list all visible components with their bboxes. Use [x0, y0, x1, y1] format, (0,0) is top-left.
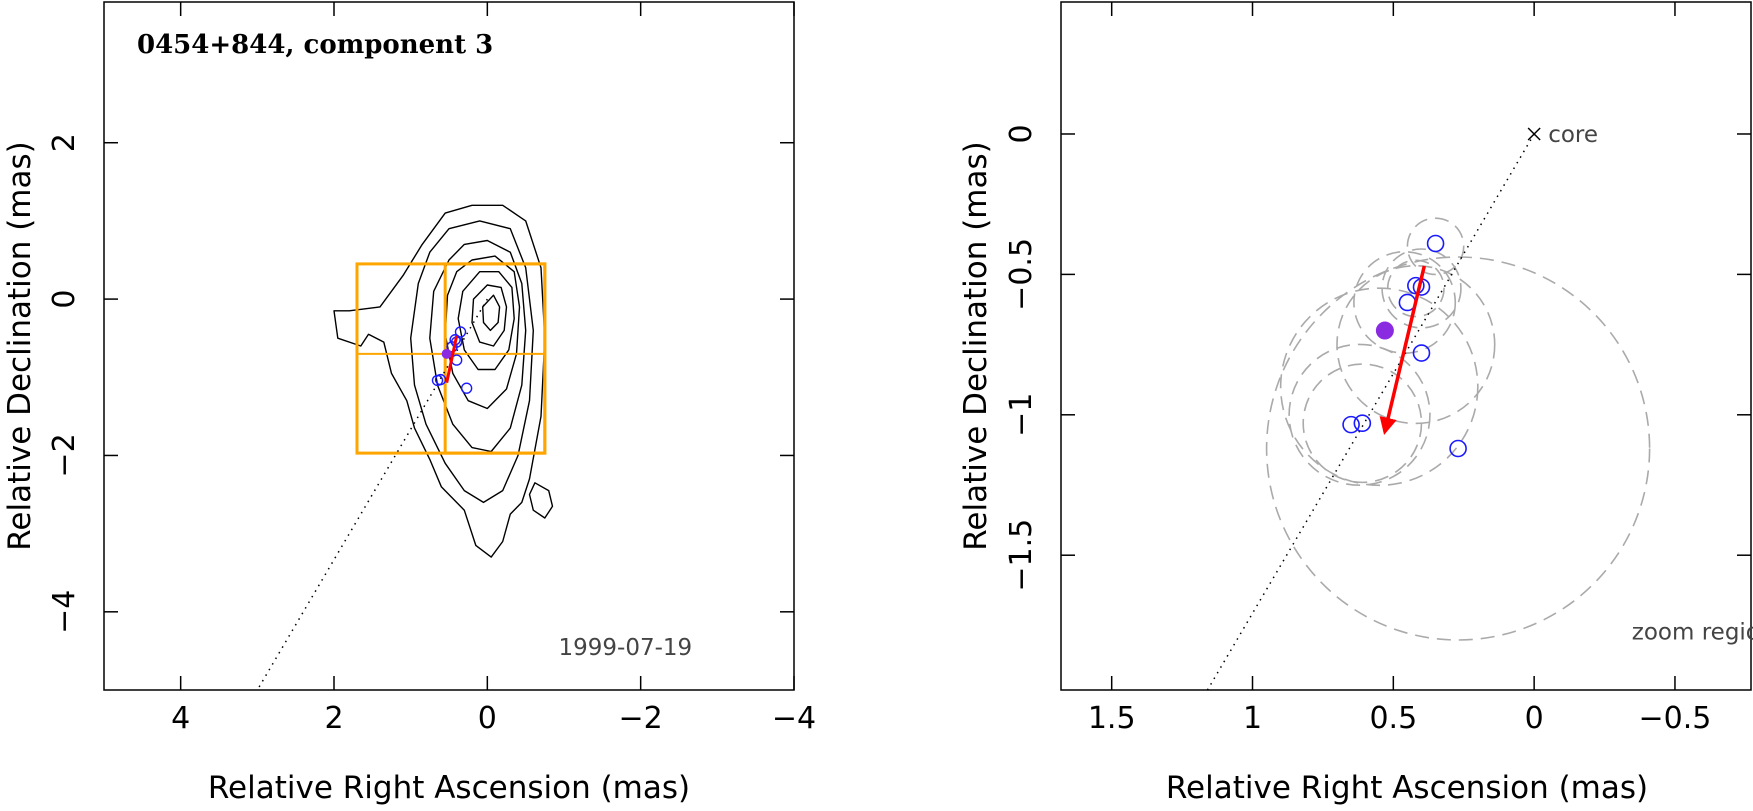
component-position	[431, 374, 444, 387]
component-position	[1342, 415, 1360, 434]
uncertainty-circle	[1336, 264, 1496, 425]
proper-motion-arrow	[1379, 265, 1427, 436]
uncertainty-circle	[1302, 363, 1423, 484]
component-position	[1449, 439, 1467, 458]
right-y-axis-title: Relative Declination (mas)	[958, 141, 994, 551]
uncertainty-circle	[1288, 343, 1431, 487]
left-x-axis-title: Relative Right Ascension (mas)	[208, 770, 690, 806]
right-x-axis-title: Relative Right Ascension (mas)	[1166, 770, 1648, 806]
mean-position	[1375, 321, 1394, 340]
jet-axis-line	[256, 298, 488, 691]
zoom-region-label: zoom region	[1632, 619, 1753, 645]
left-x-tick-label: −4	[772, 701, 816, 736]
left-plot-frame	[103, 1, 795, 691]
contour-level	[482, 294, 501, 332]
component-position	[454, 326, 467, 338]
left-y-axis-title: Relative Declination (mas)	[2, 141, 38, 551]
left-y-tick-label: 2	[47, 133, 82, 152]
contour-level	[528, 482, 554, 519]
component-markers	[431, 326, 473, 394]
jet-axis	[256, 298, 488, 691]
component-position	[1407, 276, 1425, 295]
right-y-tick-label: −1	[1004, 393, 1039, 437]
uncertainty-circle	[1265, 256, 1651, 641]
left-x-tick-label: 4	[171, 701, 190, 736]
contour-level	[410, 220, 534, 504]
left-x-tick-label: 0	[478, 701, 497, 736]
core-marker	[1527, 127, 1541, 141]
left-tick-labels: 4 2 0 −2 −4 2 0 −2 −4	[47, 133, 816, 736]
component-position	[1412, 344, 1431, 362]
right-plot-frame	[1060, 1, 1752, 691]
left-axis-ticks	[104, 2, 795, 690]
contour-map	[333, 204, 554, 558]
left-y-tick-label: 0	[47, 290, 82, 309]
mean-position	[441, 348, 452, 359]
left-x-tick-label: 2	[324, 701, 343, 736]
right-panel: 1.5 1 0.5 0 −0.5 0 −0.5 −1 −1.5 core zoom region…	[958, 1, 1753, 806]
core-label: core	[1548, 122, 1598, 148]
contour-level	[471, 284, 508, 347]
epoch-date-label: 1999-07-19	[558, 635, 692, 661]
component-position	[1426, 234, 1445, 253]
zoom-box	[443, 262, 547, 455]
right-axis-ticks	[1061, 2, 1751, 690]
left-x-tick-label: −2	[619, 701, 663, 736]
left-panel-title: 0454+844, component 3	[137, 30, 493, 60]
uncertainty-circle	[1406, 217, 1465, 276]
right-x-tick-label: 0.5	[1369, 701, 1417, 736]
contour-level	[457, 271, 515, 371]
component-markers	[1342, 234, 1467, 458]
right-y-tick-label: −0.5	[1004, 238, 1039, 311]
right-x-tick-label: 1.5	[1088, 701, 1136, 736]
proper-motion-vector	[445, 335, 459, 384]
left-y-tick-label: −2	[47, 433, 82, 477]
component-position	[460, 382, 473, 394]
uncertainty-circles	[1265, 217, 1651, 641]
uncertainty-circle	[1279, 287, 1479, 487]
contour-level	[444, 255, 521, 410]
jet-axis	[1206, 133, 1535, 691]
right-y-tick-label: 0	[1004, 124, 1039, 143]
right-x-tick-label: 0	[1525, 701, 1544, 736]
right-tick-labels: 1.5 1 0.5 0 −0.5 0 −0.5 −1 −1.5	[1004, 124, 1711, 736]
right-x-tick-label: −0.5	[1639, 701, 1712, 736]
right-x-tick-label: 1	[1243, 701, 1262, 736]
left-y-tick-label: −4	[47, 590, 82, 634]
left-panel: 0454+844, component 3 4 2 0 −2 −4 2 0 −2 −4 1999…	[2, 1, 816, 806]
jet-axis-line	[1206, 127, 1541, 691]
right-y-tick-label: −1.5	[1004, 519, 1039, 592]
component-position	[1353, 414, 1372, 433]
